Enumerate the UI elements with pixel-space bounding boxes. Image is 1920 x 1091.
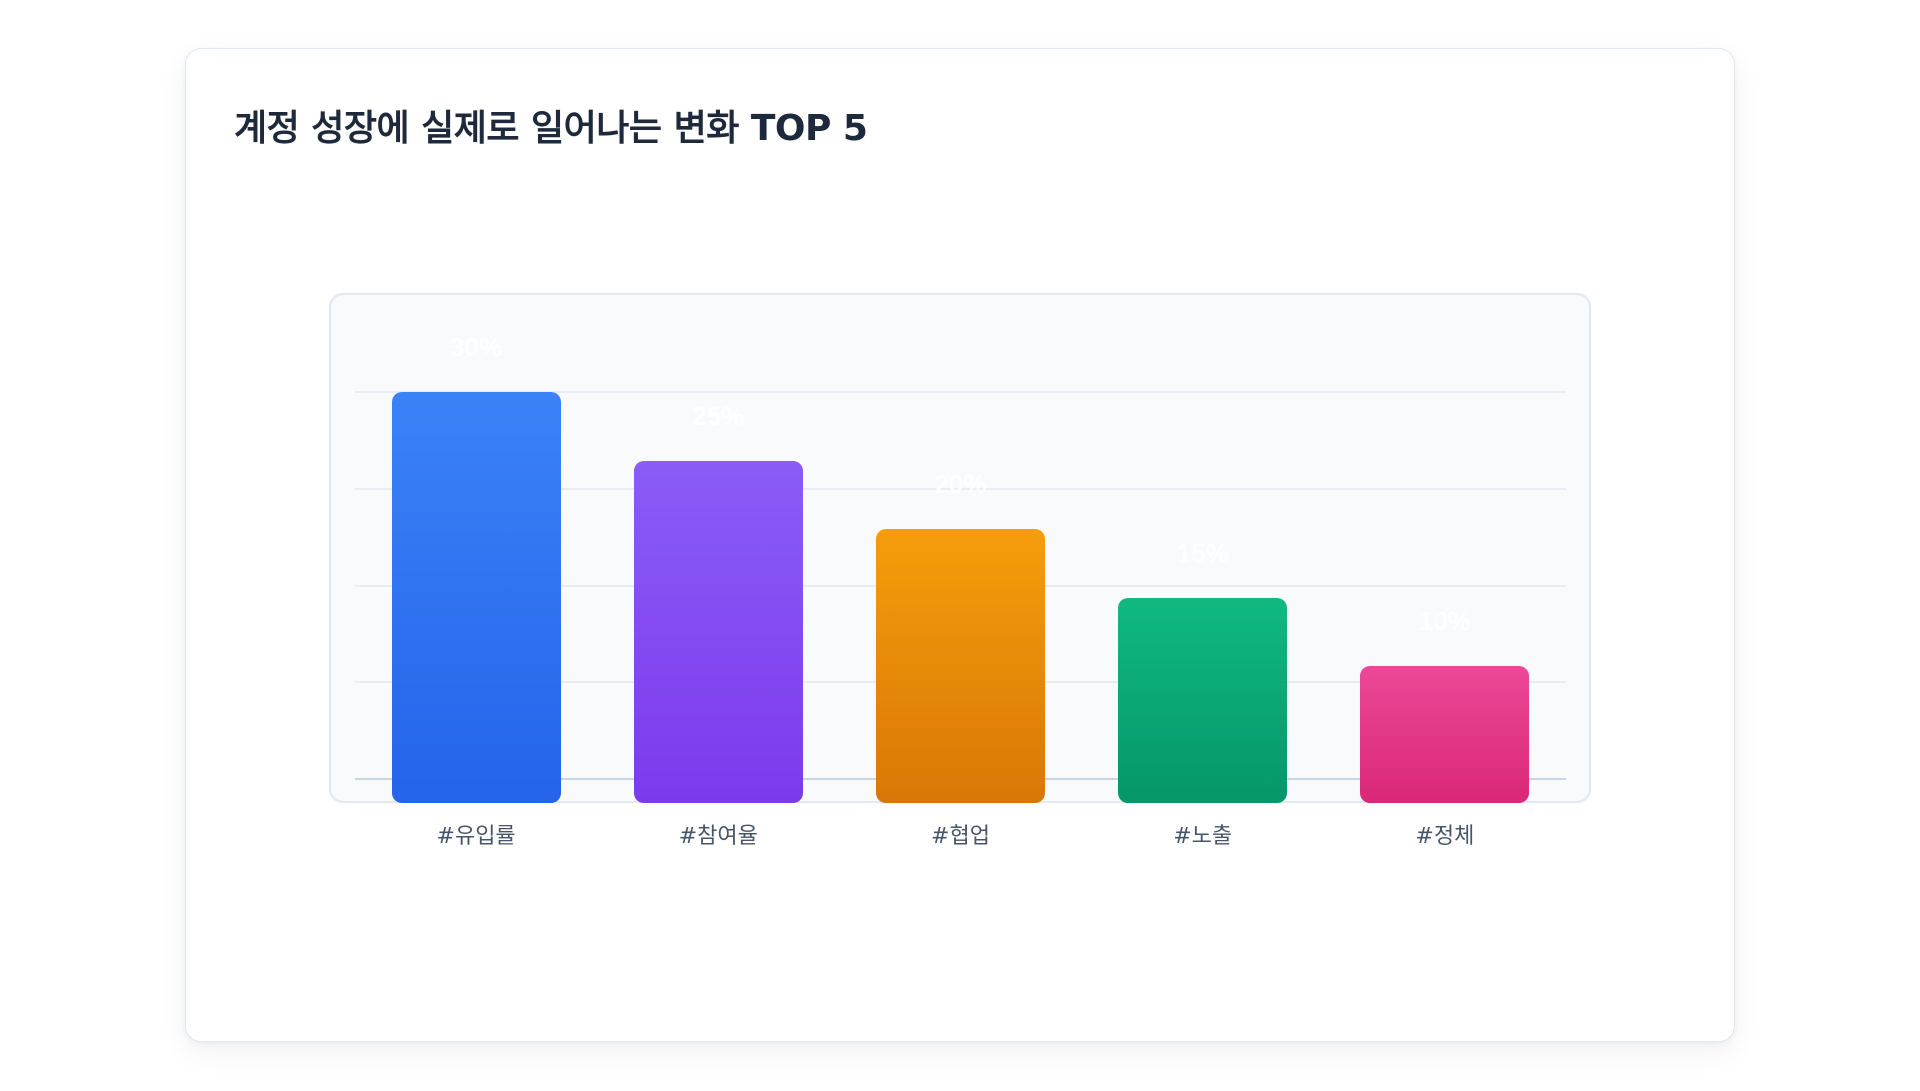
bar-group: 15% #노출 xyxy=(1082,97,1324,849)
bar[interactable] xyxy=(391,392,561,803)
bar[interactable] xyxy=(1118,597,1288,803)
bar-value-label: 15% xyxy=(1176,537,1229,568)
bar-group: 10% #정체 xyxy=(1324,97,1566,849)
bar-value-label: 25% xyxy=(692,400,745,431)
gridline xyxy=(355,487,1566,490)
bar[interactable] xyxy=(1360,666,1530,803)
x-axis-label: #노출 xyxy=(1173,824,1233,849)
x-axis-label: #유입률 xyxy=(436,824,516,849)
bar-group: 30% #유입률 xyxy=(355,97,597,849)
chart-card: 계정 성장에 실제로 일어나는 변화 TOP 5 30% #유입률 25% #참여율 2… xyxy=(185,48,1735,1042)
bar-value-label: 10% xyxy=(1418,606,1471,636)
x-axis-label: #정체 xyxy=(1415,824,1475,849)
bar[interactable] xyxy=(633,460,803,803)
bar-value-label: 30% xyxy=(450,332,503,362)
plot-area: 30% #유입률 25% #참여율 20% #협업 15% #노출 10% #정체 xyxy=(355,97,1566,849)
x-axis-label: #참여율 xyxy=(678,824,758,849)
bar-value-label: 20% xyxy=(934,469,987,499)
gridline xyxy=(355,391,1566,393)
bar[interactable] xyxy=(875,529,1045,803)
chart-title: 계정 성장에 실제로 일어나는 변화 TOP 5 xyxy=(234,108,868,149)
bar-group: 20% #협업 xyxy=(839,97,1081,849)
bar-group: 25% #참여율 xyxy=(597,97,839,849)
x-axis-label: #협업 xyxy=(931,824,990,849)
